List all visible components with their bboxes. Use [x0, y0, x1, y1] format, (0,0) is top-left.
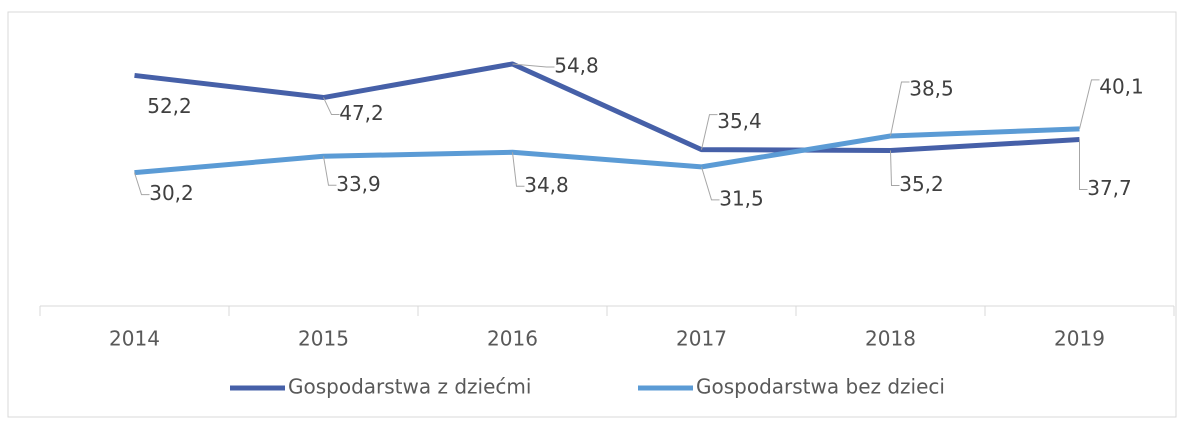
- data-label: 30,2: [149, 181, 194, 205]
- leader-line: [323, 156, 337, 186]
- data-label: 37,7: [1087, 176, 1132, 200]
- leader-line: [1079, 139, 1088, 190]
- leader-line: [890, 150, 900, 187]
- leader-line: [323, 97, 340, 116]
- legend-label: Gospodarstwa bez dzieci: [696, 375, 945, 399]
- data-label: 40,1: [1099, 74, 1144, 98]
- leader-line: [1079, 79, 1100, 130]
- leader-line: [134, 172, 150, 196]
- data-label: 38,5: [909, 76, 954, 100]
- data-label: 52,2: [147, 94, 192, 118]
- data-label: 31,5: [719, 186, 764, 210]
- chart-frame: [7, 11, 1177, 418]
- series-line: [134, 126, 1080, 176]
- x-tick-label: 2014: [109, 327, 160, 351]
- x-tick-label: 2016: [487, 327, 538, 351]
- data-label: 35,2: [899, 172, 944, 196]
- leader-line: [701, 166, 720, 201]
- leader-line: [512, 152, 525, 187]
- leader-line: [890, 81, 910, 137]
- data-label: 34,8: [524, 173, 569, 197]
- x-tick-label: 2018: [865, 327, 916, 351]
- legend-label: Gospodarstwa z dziećmi: [288, 375, 531, 399]
- x-tick-label: 2019: [1054, 327, 1105, 351]
- x-tick-label: 2017: [676, 327, 727, 351]
- data-label: 33,9: [336, 172, 381, 196]
- data-label: 35,4: [717, 109, 762, 133]
- x-tick-label: 2015: [298, 327, 349, 351]
- leader-line: [701, 114, 718, 150]
- data-label: 47,2: [339, 101, 384, 125]
- data-label: 54,8: [554, 53, 599, 77]
- series-line: [134, 61, 1080, 154]
- leader-line: [512, 63, 555, 68]
